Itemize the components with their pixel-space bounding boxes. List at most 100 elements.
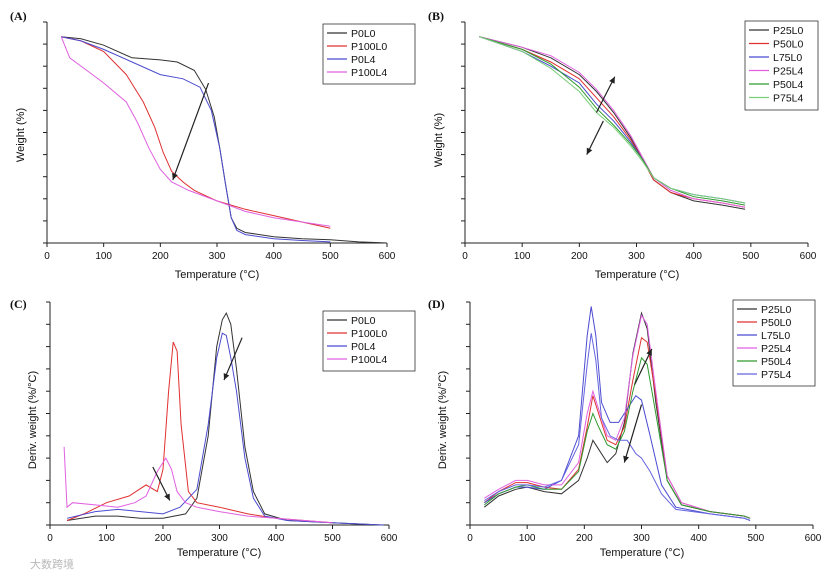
panel-b-xtick-label: 0 xyxy=(462,251,468,262)
panel-a-series-p100l4 xyxy=(60,36,331,227)
panel-a-legend-box xyxy=(322,23,416,85)
panel-a-series-p0l4 xyxy=(61,36,331,243)
panel-a-label: (A) xyxy=(10,9,27,23)
panel-b-series-p50l4 xyxy=(479,36,746,206)
panel-c-xtick-label: 200 xyxy=(155,533,172,544)
panel-d-trend-arrow xyxy=(634,348,653,385)
panel-d-legend-entry: P50L0 xyxy=(761,317,792,329)
panel-b-legend-entry: P50L0 xyxy=(773,39,804,51)
panel-a-xtick-label: 300 xyxy=(209,251,226,262)
panel-d-legend-entry: P25L0 xyxy=(761,304,792,316)
panel-c-xtick-label: 600 xyxy=(381,533,398,544)
panel-d-axes: 0 100 200 300 400 500 600 xyxy=(466,301,822,544)
panel-a-plot xyxy=(60,36,388,244)
panel-b-xlabel: Temperature (°C) xyxy=(595,269,679,281)
panel-c-xtick-label: 100 xyxy=(98,533,115,544)
panel-b-xtick-label: 100 xyxy=(514,251,531,262)
panel-c-series-p100l4 xyxy=(63,446,333,524)
panel-c-legend-entry: P0L4 xyxy=(351,341,376,353)
panel-d-xtick-label: 600 xyxy=(805,533,822,544)
panel-d-ylabel: Deriv. weight (%/°C) xyxy=(437,371,449,469)
panel-b-plot xyxy=(479,36,746,210)
panel-c-xtick-label: 300 xyxy=(211,533,228,544)
panel-b-xtick-label: 400 xyxy=(685,251,702,262)
panel-d-legend-entry: P50L4 xyxy=(761,356,792,368)
panel-b-legend-entry: P25L4 xyxy=(773,66,804,78)
panel-c-xtick-label: 0 xyxy=(47,533,53,544)
panel-d-legend-entry: L75L0 xyxy=(761,330,790,342)
panel-a-legend-entry: P100L4 xyxy=(351,67,387,79)
panel-b-label: (B) xyxy=(428,9,444,23)
panel-d-xtick-label: 0 xyxy=(467,533,473,544)
panel-d-legend-box xyxy=(732,299,816,387)
panel-d: (D) Temperature (°C) Deriv. weight (%/°C… xyxy=(428,297,822,559)
panel-b-xtick-label: 200 xyxy=(571,251,588,262)
panel-c-label: (C) xyxy=(10,297,27,311)
panel-a-legend-entry: P100L0 xyxy=(351,41,387,53)
panel-d-xtick-label: 200 xyxy=(576,533,593,544)
panel-d-series-l75l0 xyxy=(484,306,751,521)
panel-a-ylabel: Weight (%) xyxy=(15,108,27,162)
panel-c-trend-arrow xyxy=(223,337,243,381)
panel-b-legend-entry: L75L0 xyxy=(773,52,802,64)
panel-a-legend-entry: P0L0 xyxy=(351,28,376,40)
panel-c-xtick-label: 400 xyxy=(268,533,285,544)
panel-a-xtick-label: 200 xyxy=(152,251,169,262)
panel-a-xtick-label: 0 xyxy=(44,251,50,262)
panel-c-xlabel: Temperature (°C) xyxy=(177,547,261,559)
panel-a-series-p100l0 xyxy=(61,36,331,229)
panel-c: (C) Temperature (°C) Deriv. weight (%/°C… xyxy=(10,297,416,559)
panel-c-ylabel: Deriv. weight (%/°C) xyxy=(27,371,39,469)
panel-d-label: (D) xyxy=(428,297,445,311)
panel-c-series-p100l0 xyxy=(66,341,333,524)
panel-a-legend-entry: P0L4 xyxy=(351,54,376,66)
panel-b-series-p25l0 xyxy=(479,36,746,210)
panel-b-xtick-label: 300 xyxy=(628,251,645,262)
panel-d-legend-entry: P75L4 xyxy=(761,369,792,381)
panel-a-xtick-label: 100 xyxy=(95,251,112,262)
panel-a-trend-arrow xyxy=(172,82,210,181)
panel-a-xtick-label: 600 xyxy=(379,251,396,262)
panel-c-series-p0l0 xyxy=(66,311,384,526)
panel-a: (A) Temperature (°C) Weight (%) 0 100 200 3… xyxy=(10,9,416,281)
panel-c-plot xyxy=(63,311,384,526)
panel-b-series-l75l0 xyxy=(479,36,746,204)
panel-b-series-p50l0 xyxy=(479,36,746,208)
panel-c-xtick-label: 500 xyxy=(324,533,341,544)
panel-d-plot xyxy=(483,306,751,521)
panel-d-trend-arrow xyxy=(623,404,643,463)
panel-b-trend-arrow xyxy=(586,120,604,155)
panel-a-xtick-label: 400 xyxy=(265,251,282,262)
panel-a-xtick-label: 500 xyxy=(322,251,339,262)
panel-d-xtick-label: 500 xyxy=(747,533,764,544)
panel-c-legend-entry: P0L0 xyxy=(351,315,376,327)
panel-d-legend-entry: P25L4 xyxy=(761,343,792,355)
panel-d-xlabel: Temperature (°C) xyxy=(600,547,684,559)
panel-a-axes: 0 100 200 300 400 500 600 xyxy=(43,21,396,262)
panel-b-legend-entry: P25L0 xyxy=(773,25,804,37)
panel-c-legend-entry: P100L0 xyxy=(351,328,387,340)
panel-d-xtick-label: 400 xyxy=(690,533,707,544)
panel-c-legend-entry: P100L4 xyxy=(351,354,387,366)
panel-d-series-p50l0 xyxy=(483,336,751,519)
panel-d-xtick-label: 100 xyxy=(519,533,536,544)
watermark-text: 大数跨境 xyxy=(30,557,74,571)
panel-d-series-p75l4 xyxy=(484,333,751,521)
panel-b-xtick-label: 600 xyxy=(800,251,817,262)
panel-b-series-p75l4 xyxy=(479,36,746,204)
panel-c-trend-arrow xyxy=(152,466,171,501)
panel-c-legend-box xyxy=(322,310,416,372)
panel-c-series-p0l4 xyxy=(66,332,384,526)
panel-b-xtick-label: 500 xyxy=(742,251,759,262)
panel-d-series-p50l4 xyxy=(483,356,751,519)
panel-b-axes: 0 100 200 300 400 500 600 xyxy=(461,21,817,262)
panel-b-legend-entry: P50L4 xyxy=(773,79,804,91)
panel-d-series-p25l4 xyxy=(484,314,751,519)
panel-b-ylabel: Weight (%) xyxy=(433,113,445,167)
panel-c-axes: 0 100 200 300 400 500 600 xyxy=(46,301,398,544)
